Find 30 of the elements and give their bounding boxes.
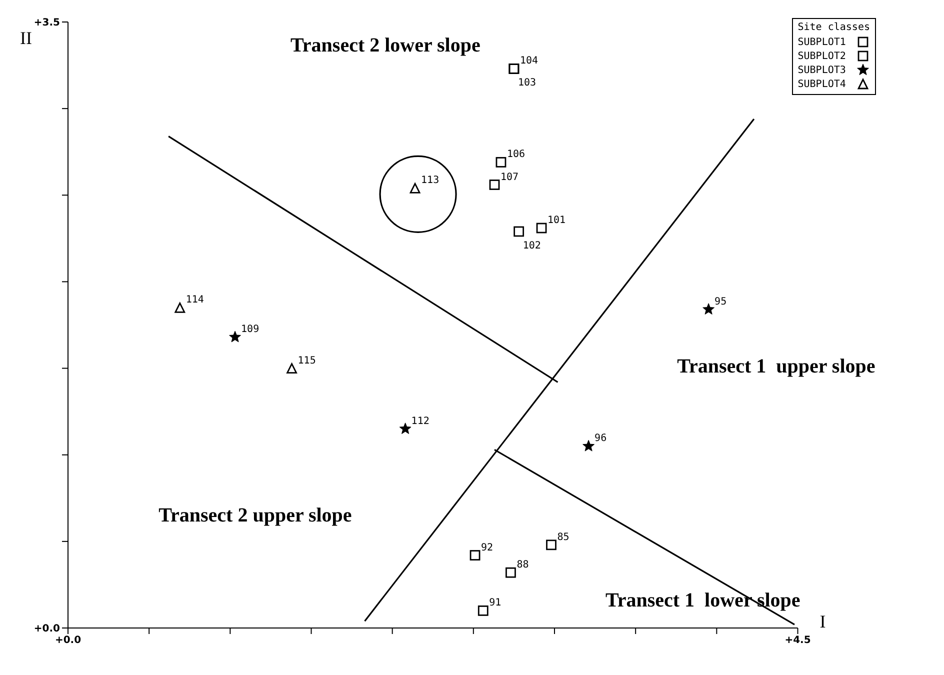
annotation: 104 — [520, 56, 538, 67]
annotation: 91 — [489, 598, 502, 609]
legend-label: SUBPLOT3 — [798, 64, 846, 76]
annotation: 112 — [411, 416, 430, 427]
annotation: 114 — [186, 294, 204, 306]
legend-label: SUBPLOT4 — [798, 78, 846, 90]
annotation: 115 — [298, 355, 316, 366]
x-tick-label: +4.5 — [784, 635, 811, 646]
annotation: Transect 2 lower slope — [290, 34, 480, 58]
annotation: 92 — [481, 542, 494, 554]
annotation: 113 — [421, 175, 440, 186]
y-tick-label: +3.5 — [34, 18, 60, 29]
annotation: 95 — [714, 296, 727, 308]
annotation: 85 — [557, 532, 570, 543]
annotation: 88 — [516, 560, 529, 571]
annotation: 96 — [594, 433, 607, 444]
legend-label: SUBPLOT2 — [798, 50, 846, 62]
annotation: Transect 1 lower slope — [606, 589, 800, 612]
annotation: 103 — [518, 78, 536, 89]
y-axis-title: II — [20, 28, 32, 48]
x-axis-title: I — [820, 611, 826, 632]
annotation: Transect 2 upper slope — [158, 504, 352, 528]
legend-label: SUBPLOT1 — [798, 36, 846, 48]
annotation: 109 — [241, 324, 260, 336]
legend-title: Site classes — [798, 22, 870, 33]
annotation: 101 — [548, 215, 566, 226]
annotation: 106 — [506, 149, 526, 160]
annotation: Transect 1 upper slope — [677, 356, 876, 379]
annotation: 102 — [522, 240, 541, 252]
annotation: 107 — [500, 172, 519, 183]
